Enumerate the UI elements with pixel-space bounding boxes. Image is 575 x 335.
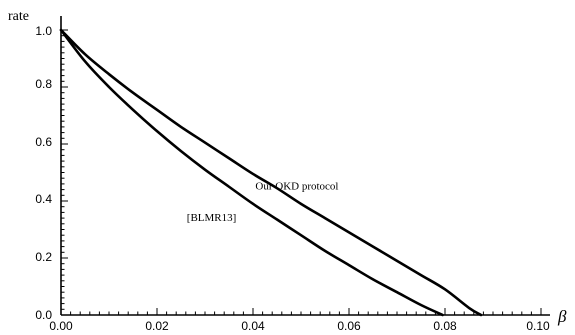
y-tick-label-5: 1.0 [35, 24, 52, 38]
x-tick-label-1: 0.02 [145, 319, 169, 333]
y-tick-label-2: 0.4 [35, 192, 52, 206]
annotation-our-qkd-protocol: Our QKD protocol [255, 181, 338, 193]
x-tick-label-4: 0.08 [433, 319, 457, 333]
x-axis-label: β [557, 307, 567, 326]
axis-ticks [60, 29, 542, 316]
y-axis-label: rate [8, 9, 29, 24]
x-tick-label-3: 0.06 [337, 319, 361, 333]
y-tick-label-1: 0.2 [35, 250, 52, 264]
y-tick-label-0: 0.0 [35, 308, 52, 322]
y-tick-label-4: 0.8 [35, 77, 52, 91]
annotation-blmr13: [BLMR13] [187, 212, 237, 224]
x-tick-label-5: 0.10 [526, 319, 550, 333]
series-our-qkd-protocol-line [59, 28, 483, 317]
x-tick-label-0: 0.00 [49, 319, 73, 333]
x-tick-label-2: 0.04 [241, 319, 265, 333]
y-tick-label-3: 0.6 [35, 135, 52, 149]
series-blmr13-line [59, 28, 444, 317]
